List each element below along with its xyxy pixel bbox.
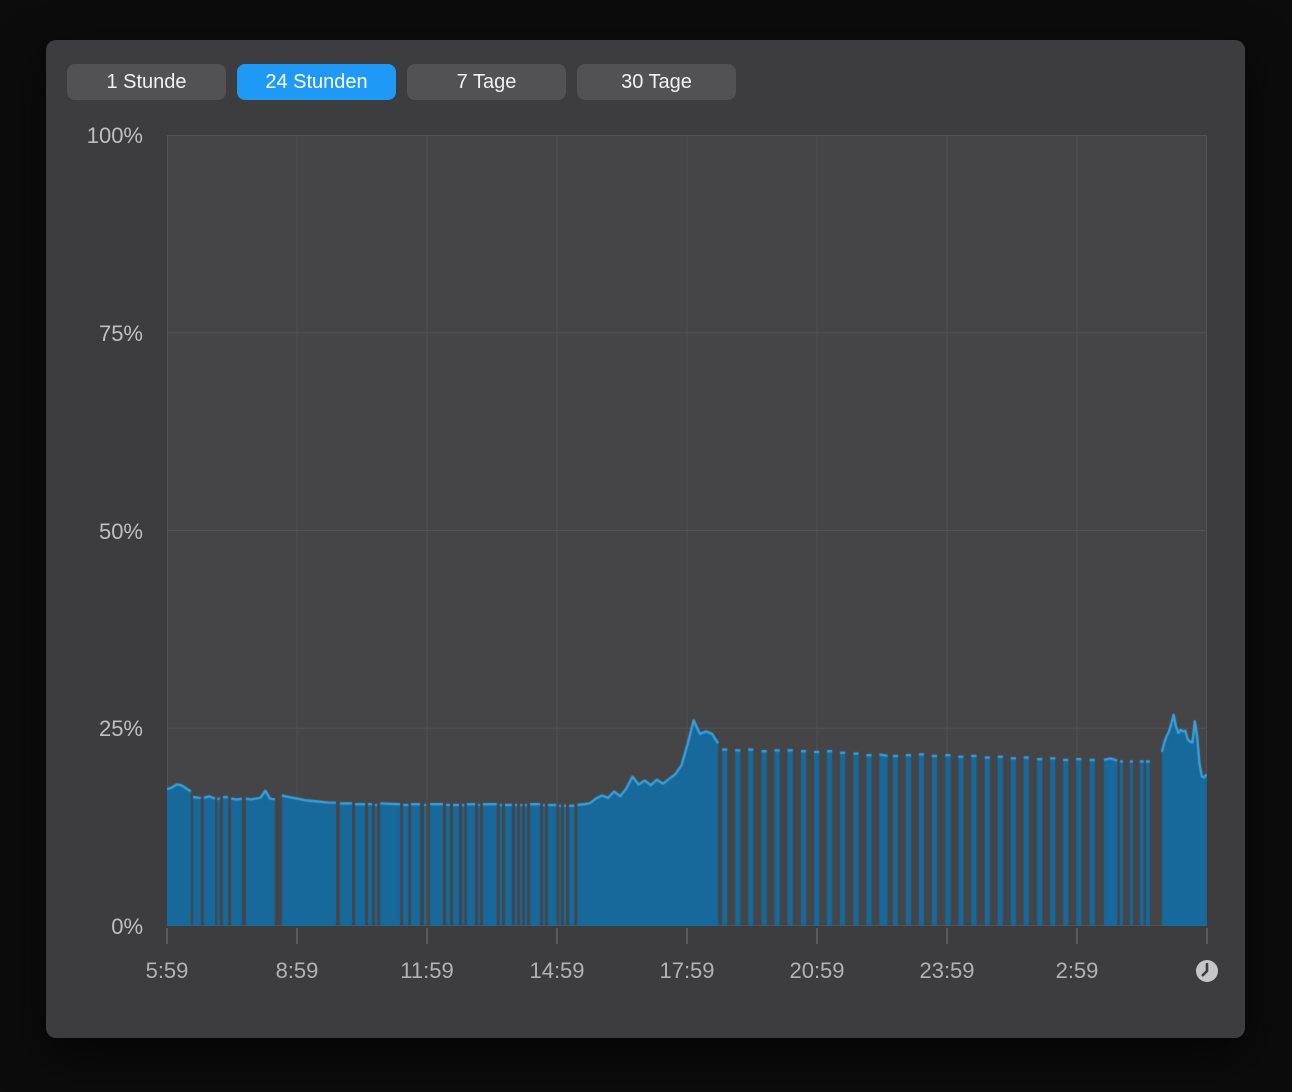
x-axis-label: 5:59 xyxy=(145,958,189,983)
x-axis-tick xyxy=(166,928,168,944)
y-axis-label: 50% xyxy=(98,518,143,544)
y-axis-label: 0% xyxy=(111,914,143,939)
x-axis-label: 14:59 xyxy=(529,958,585,983)
x-axis-label: 20:59 xyxy=(789,958,845,983)
x-axis-label: 2:59 xyxy=(1055,958,1099,983)
x-axis-tick xyxy=(426,928,428,944)
y-axis-label: 75% xyxy=(98,320,143,346)
x-axis-tick xyxy=(556,928,558,944)
x-axis-label: 23:59 xyxy=(919,958,975,983)
y-axis-label: 25% xyxy=(98,716,143,742)
range-button-1-hour[interactable]: 1 Stunde xyxy=(67,64,226,100)
time-range-segmented-control: 1 Stunde 24 Stunden 7 Tage 30 Tage xyxy=(67,64,736,100)
x-axis-label: 17:59 xyxy=(659,958,715,983)
range-button-30-days[interactable]: 30 Tage xyxy=(577,64,736,100)
clock-icon xyxy=(1195,959,1219,985)
x-axis-label: 11:59 xyxy=(400,958,454,983)
y-axis-label: 100% xyxy=(86,123,143,148)
usage-history-window: 1 Stunde 24 Stunden 7 Tage 30 Tage 100% 7… xyxy=(46,40,1245,1038)
x-axis-tick xyxy=(946,928,948,944)
x-axis-tick xyxy=(816,928,818,944)
x-axis-label: 8:59 xyxy=(275,958,319,983)
x-axis-tick xyxy=(1076,928,1078,944)
x-axis-tick xyxy=(296,928,298,944)
usage-area-canvas xyxy=(167,135,1207,926)
range-button-24-hours[interactable]: 24 Stunden xyxy=(237,64,396,100)
usage-chart-plot-area xyxy=(167,135,1207,926)
x-axis-tick xyxy=(686,928,688,944)
range-button-7-days[interactable]: 7 Tage xyxy=(407,64,566,100)
x-axis-tick xyxy=(1206,928,1208,944)
